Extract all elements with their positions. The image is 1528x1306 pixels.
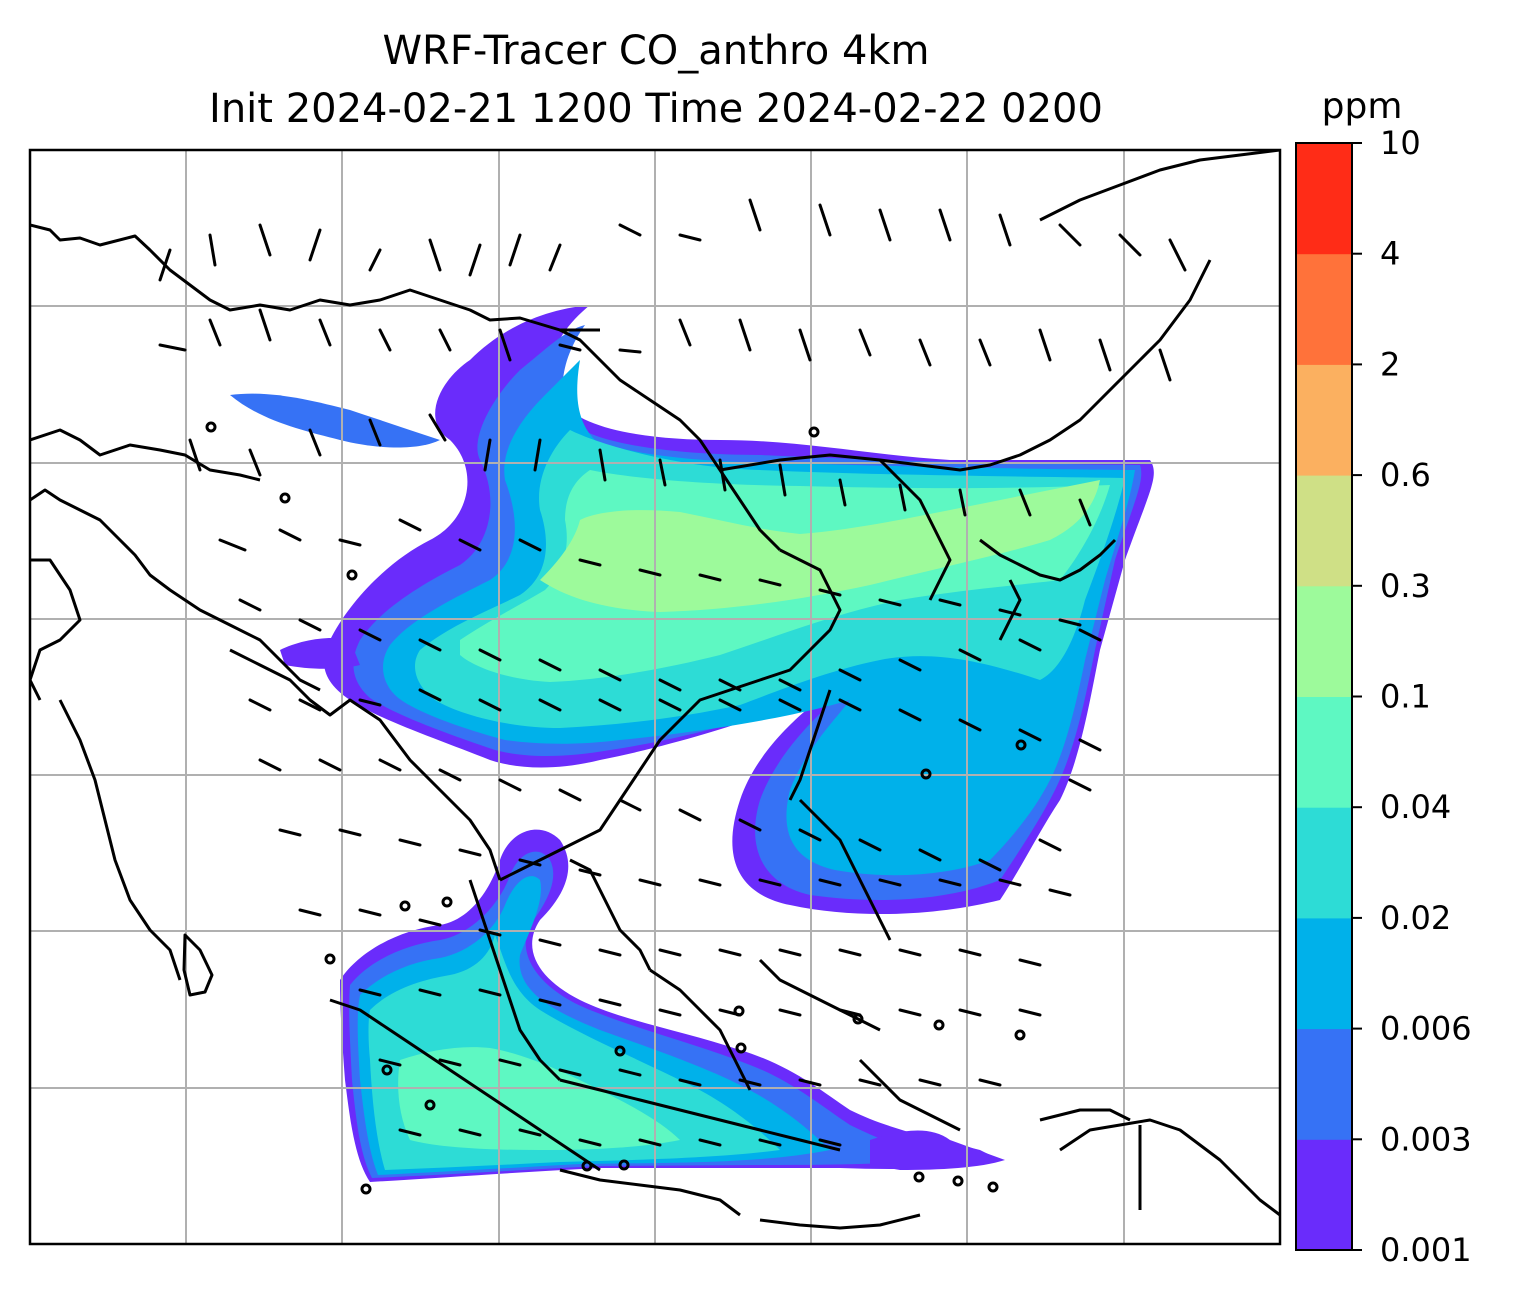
colorbar-tick-label: 0.6 [1380, 456, 1431, 494]
colorbar-tick-label: 2 [1380, 345, 1400, 383]
colorbar-segment [1296, 1139, 1352, 1251]
colorbar-segment [1296, 1028, 1352, 1140]
colorbar-tick-label: 0.003 [1380, 1120, 1472, 1158]
colorbar-segment [1296, 475, 1352, 587]
colorbar-tick-label: 0.3 [1380, 567, 1431, 605]
colorbar-tick-label: 0.02 [1380, 899, 1451, 937]
colorbar-segment [1296, 253, 1352, 365]
colorbar-segment [1296, 143, 1352, 255]
chart-subtitle: Init 2024-02-21 1200 Time 2024-02-22 020… [209, 86, 1103, 132]
colorbar: 0.001 0.003 0.006 0.02 0.04 0.1 0.3 0.6 2 4 10 [1295, 124, 1472, 1269]
colorbar-segment [1296, 364, 1352, 476]
map-area [30, 150, 1280, 1244]
colorbar-unit-label: ppm [1322, 86, 1403, 127]
plume-west-stripe [230, 393, 440, 448]
gridlines [30, 150, 1280, 1244]
colorbar-segment [1296, 807, 1352, 919]
colorbar-tick-label: 0.006 [1380, 1010, 1472, 1048]
calm-markers [205, 421, 1027, 1195]
plume-south-east [870, 1130, 1005, 1170]
map-frame [28, 148, 1282, 1246]
colorbar-segment [1296, 917, 1352, 1030]
colorbar-tick-label: 10 [1380, 124, 1421, 162]
colorbar-tick-label: 0.001 [1380, 1231, 1472, 1269]
plume-south-green [398, 1047, 680, 1150]
coastlines [30, 150, 1280, 1230]
plume-north-lightgreen [540, 480, 1100, 612]
chart-title: WRF-Tracer CO_anthro 4km [382, 28, 930, 74]
colorbar-tick-label: 4 [1380, 235, 1400, 273]
colorbar-tick-label: 0.1 [1380, 678, 1431, 716]
wind-barbs [158, 198, 1187, 1147]
colorbar-segment [1296, 696, 1352, 808]
colorbar-segment [1296, 585, 1352, 697]
colorbar-tick-label: 0.04 [1380, 788, 1451, 826]
plume-west-tongue [280, 638, 360, 669]
